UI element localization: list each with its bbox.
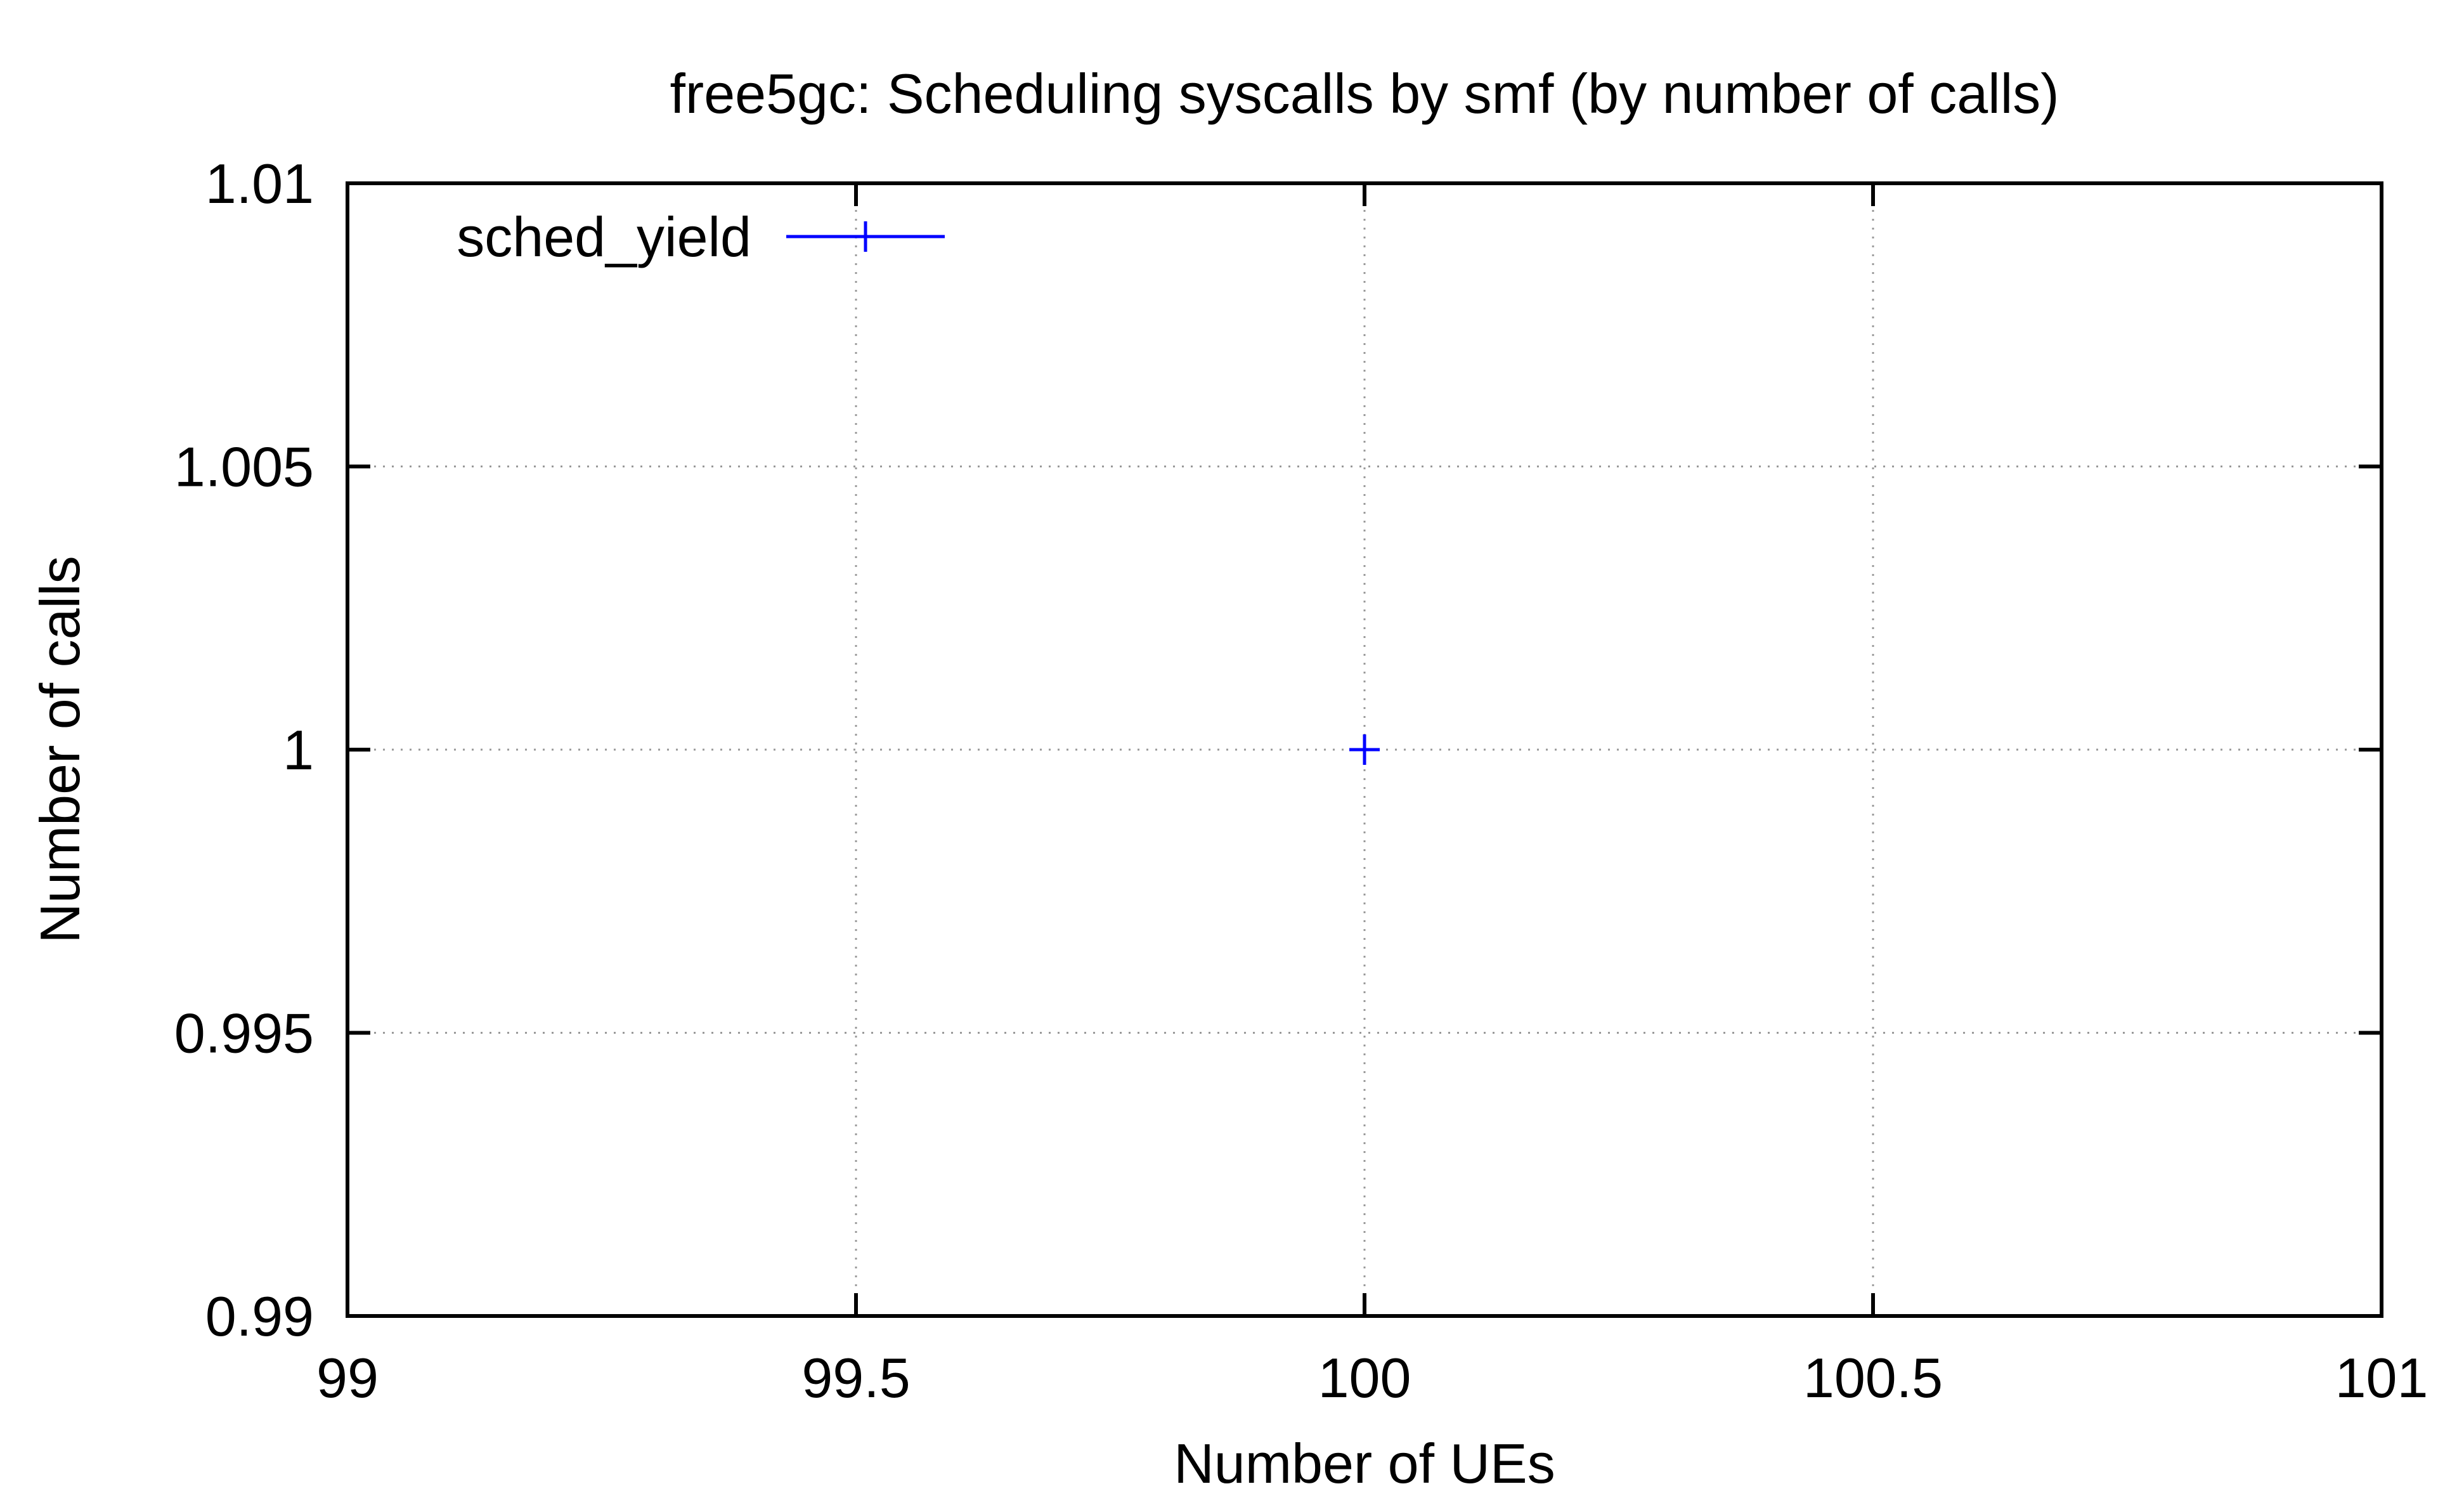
tick-labels: 99 99.5 100 100.5 101 0.99 0.995 1 1.005 1.01 — [174, 152, 2428, 1409]
axis-ticks — [346, 181, 2383, 1318]
y-axis-title: Number of calls — [29, 556, 91, 943]
chart-title: free5gc: Scheduling syscalls by smf (by … — [670, 62, 2059, 125]
x-tick-label: 99.5 — [801, 1346, 910, 1409]
data-series — [1349, 734, 1380, 765]
legend-label: sched_yield — [457, 205, 751, 268]
y-tick-label: 0.99 — [205, 1285, 314, 1348]
x-tick-label: 100.5 — [1803, 1346, 1943, 1409]
y-tick-label: 0.995 — [174, 1002, 314, 1065]
y-tick-label: 1.01 — [205, 152, 314, 215]
grid-lines — [347, 183, 2382, 1316]
x-axis-title: Number of UEs — [1174, 1432, 1555, 1495]
legend: sched_yield — [457, 205, 945, 268]
x-tick-label: 101 — [2335, 1346, 2428, 1409]
y-tick-label: 1.005 — [174, 436, 314, 498]
x-tick-label: 100 — [1318, 1346, 1411, 1409]
data-point-marker — [1349, 734, 1380, 765]
x-tick-label: 99 — [316, 1346, 379, 1409]
y-tick-label: 1 — [283, 719, 314, 781]
